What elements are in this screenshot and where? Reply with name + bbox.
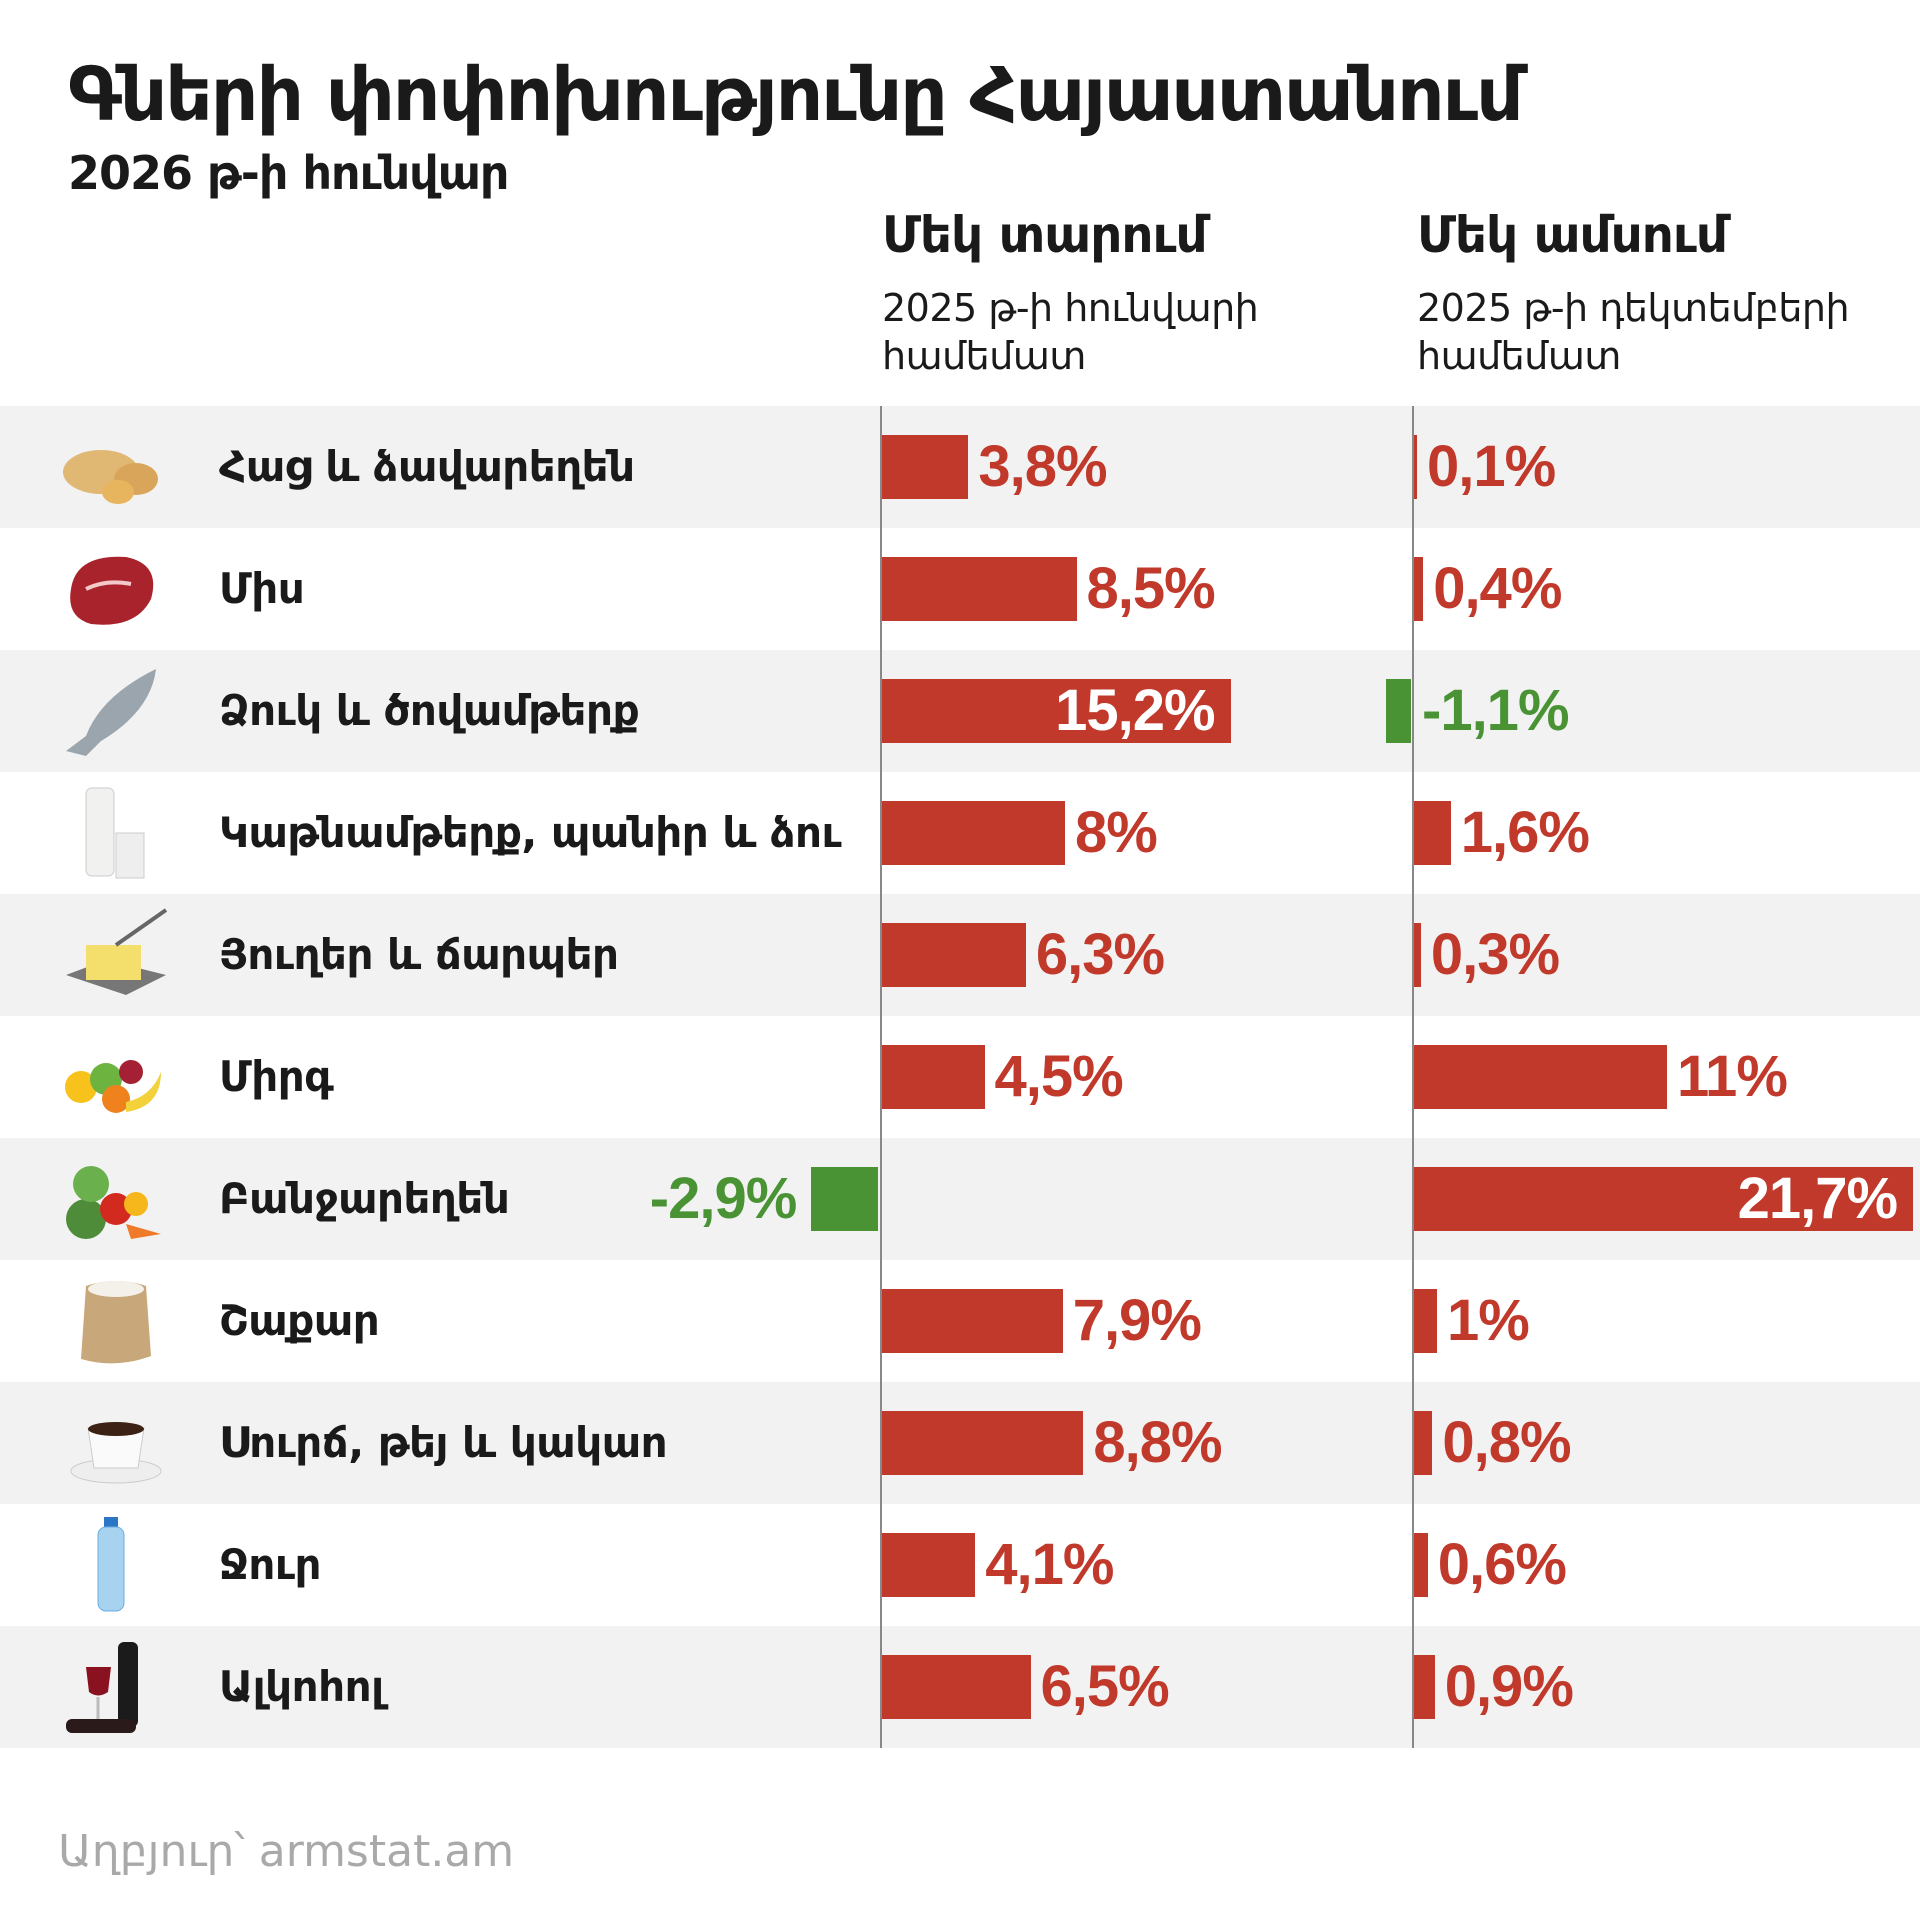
value-label: -1,1%: [1422, 678, 1570, 743]
bar-month: [1385, 679, 1411, 743]
value-label: 11%: [1677, 1044, 1788, 1109]
bar-year: [881, 557, 1077, 621]
value-label: 21,7%: [1737, 1166, 1898, 1231]
bar-year: [811, 1167, 878, 1231]
bar-month: [1414, 801, 1451, 865]
value-label: 4,5%: [994, 1044, 1124, 1109]
axis-line-year: [880, 406, 882, 1748]
value-label: 7,9%: [1072, 1288, 1202, 1353]
wine-icon: [56, 1637, 176, 1737]
column-subheader-year: 2025 թ-ի հունվարի համեմատ: [882, 286, 1259, 378]
table-row: Միրգ: [0, 1016, 1920, 1138]
bar-month: [1414, 435, 1417, 499]
category-label: Կաթնամթերք, պանիր և ձու: [219, 808, 842, 857]
value-label: 6,5%: [1040, 1654, 1170, 1719]
value-label: 1%: [1447, 1288, 1530, 1353]
value-label: 1,6%: [1460, 800, 1590, 865]
category-label: Բանջարեղեն: [219, 1174, 510, 1223]
bar-month: [1414, 923, 1421, 987]
bar-year: [881, 923, 1026, 987]
table-row: Շաքար: [0, 1260, 1920, 1382]
bar-month: [1414, 1045, 1667, 1109]
value-label: 15,2%: [1055, 678, 1215, 743]
column-header-month: Մեկ ամսում: [1417, 206, 1728, 264]
bar-year: [881, 1655, 1031, 1719]
coffee-cup-icon: [56, 1393, 176, 1493]
column-subheader-month: 2025 թ-ի դեկտեմբերի համեմատ: [1417, 286, 1850, 378]
water-bottle-icon: [56, 1515, 176, 1615]
bar-month: [1414, 1655, 1435, 1719]
value-label: 3,8%: [978, 434, 1107, 499]
value-label: 0,9%: [1444, 1654, 1574, 1719]
bar-year: [881, 1533, 976, 1597]
category-label: Սուրճ, թեյ և կակաո: [219, 1418, 668, 1467]
value-label: 4,1%: [985, 1532, 1114, 1597]
value-label: 0,6%: [1437, 1532, 1567, 1597]
bar-month: [1414, 1533, 1428, 1597]
value-label: 0,4%: [1433, 556, 1562, 621]
category-label: Ձուկ և ծովամթերք: [219, 686, 640, 735]
bread-icon: [56, 417, 176, 517]
bar-month: [1414, 557, 1424, 621]
value-label: -2,9%: [649, 1166, 798, 1231]
bar-month: [1414, 1411, 1433, 1475]
value-label: 8%: [1075, 800, 1158, 865]
table-row: Ջուր: [0, 1504, 1920, 1626]
chart-subtitle: 2026 թ-ի հունվար: [68, 146, 509, 200]
table-row: Կաթնամթերք, պանիր և ձու: [0, 772, 1920, 894]
bar-year: [881, 435, 969, 499]
category-label: Շաքար: [219, 1296, 380, 1345]
bar-year: [881, 1411, 1084, 1475]
fruit-icon: [56, 1027, 176, 1127]
meat-icon: [56, 539, 176, 639]
column-header-year: Մեկ տարում: [882, 206, 1208, 264]
category-label: Յուղեր և ճարպեր: [219, 930, 619, 979]
bar-year: [881, 801, 1065, 865]
value-label: 0,8%: [1442, 1410, 1571, 1475]
table-row: Հաց և ձավարեղեն: [0, 406, 1920, 528]
category-label: Միրգ: [219, 1052, 334, 1101]
category-label: Ջուր: [219, 1540, 321, 1589]
source-note: Աղբյուր՝ armstat.am: [58, 1826, 515, 1877]
value-label: 8,5%: [1086, 556, 1216, 621]
bar-year: [881, 679, 1231, 743]
category-label: Հաց և ձավարեղեն: [219, 442, 635, 491]
bar-month: [1414, 1289, 1437, 1353]
bar-year: [881, 1045, 985, 1109]
vegetables-icon: [56, 1149, 176, 1249]
category-label: Միս: [219, 564, 305, 613]
chart-title: Գների փոփոխությունը Հայաստանում: [68, 52, 1524, 138]
bar-year: [881, 1289, 1063, 1353]
value-label: 8,8%: [1093, 1410, 1222, 1475]
value-label: 0,3%: [1430, 922, 1560, 987]
fish-icon: [56, 661, 176, 761]
category-label: Ալկոհոլ: [219, 1662, 384, 1711]
value-label: 6,3%: [1035, 922, 1165, 987]
butter-icon: [56, 905, 176, 1005]
milk-icon: [56, 783, 176, 883]
axis-line-month: [1412, 406, 1414, 1748]
value-label: 0,1%: [1427, 434, 1556, 499]
table-row: Միս: [0, 528, 1920, 650]
bar-month: [1414, 1167, 1914, 1231]
sugar-sack-icon: [56, 1271, 176, 1371]
